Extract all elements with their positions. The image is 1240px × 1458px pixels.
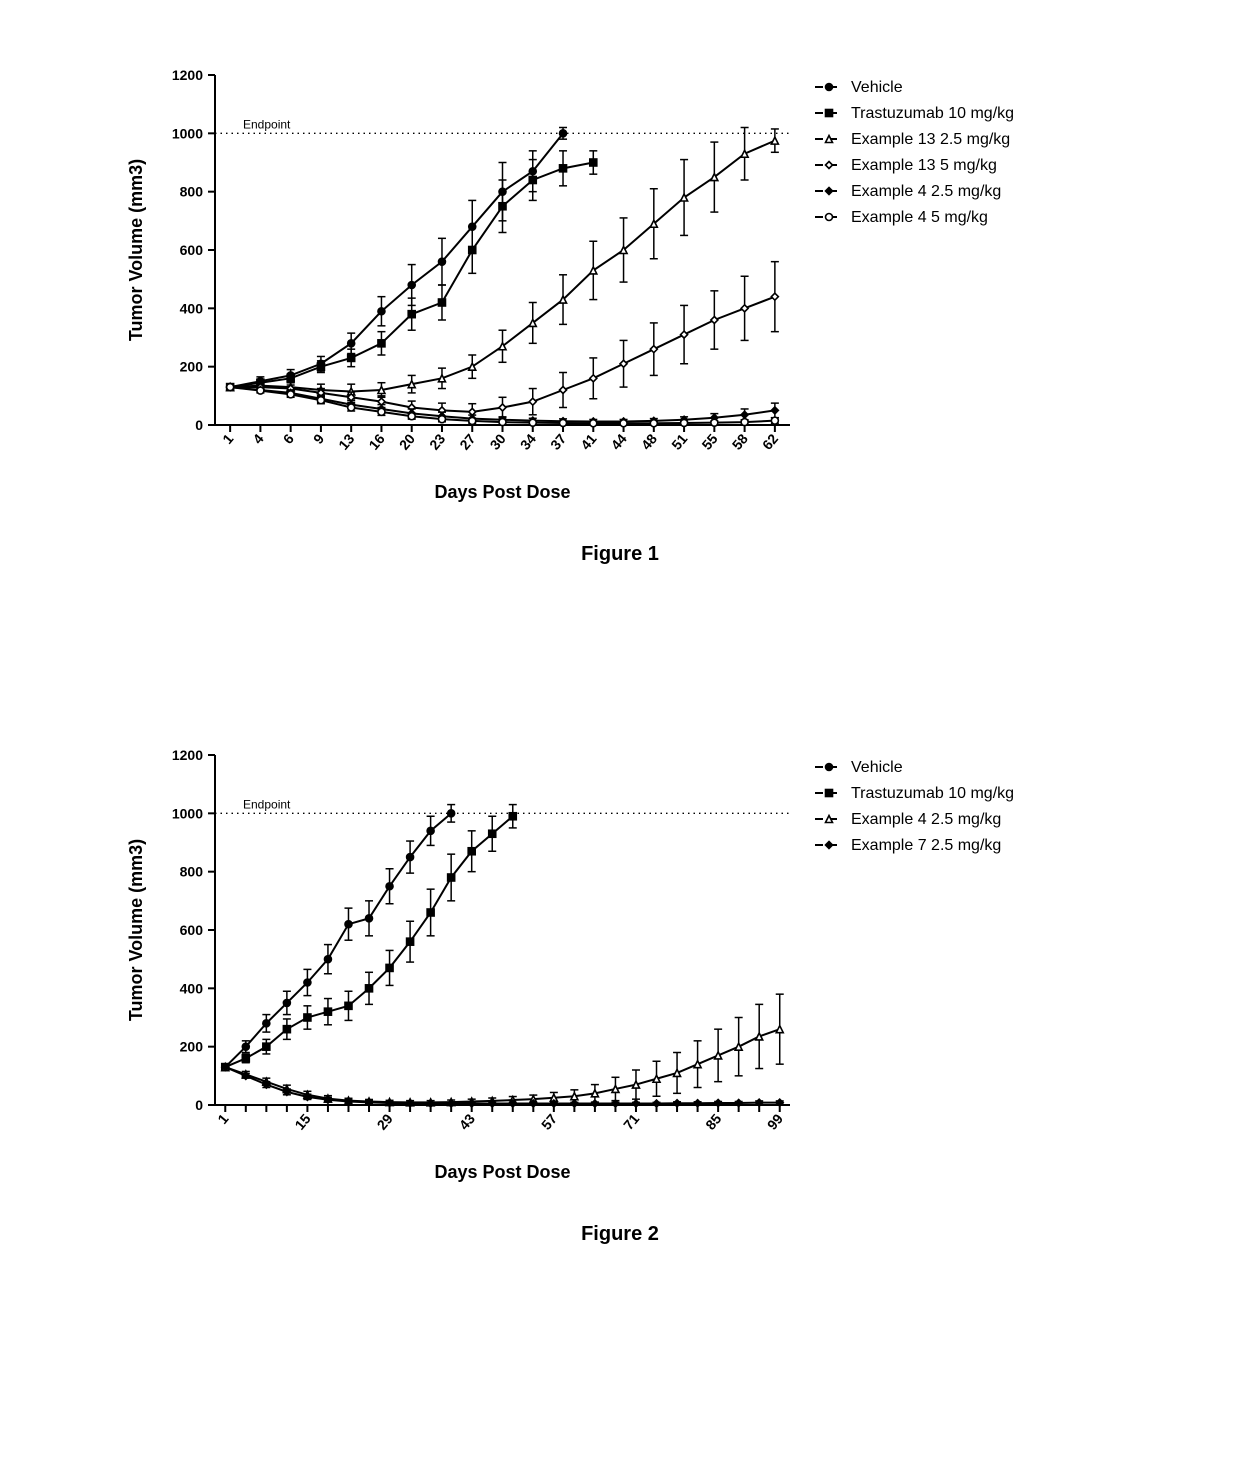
svg-text:Example 13 2.5 mg/kg: Example 13 2.5 mg/kg xyxy=(851,131,1010,148)
svg-text:16: 16 xyxy=(365,430,387,452)
svg-text:Trastuzumab 10 mg/kg: Trastuzumab 10 mg/kg xyxy=(851,105,1014,122)
svg-text:Example 7 2.5 mg/kg: Example 7 2.5 mg/kg xyxy=(851,837,1001,854)
svg-text:1200: 1200 xyxy=(172,67,203,83)
svg-text:20: 20 xyxy=(396,430,418,452)
svg-text:Days Post Dose: Days Post Dose xyxy=(434,482,570,502)
svg-text:Tumor Volume (mm3): Tumor Volume (mm3) xyxy=(126,839,146,1021)
svg-text:23: 23 xyxy=(426,430,448,452)
chart-1: Endpoint 0 200 400 600 800 1000 1200 1469 13 16 20 2… xyxy=(120,60,1120,510)
svg-text:99: 99 xyxy=(764,1110,786,1132)
svg-text:Vehicle: Vehicle xyxy=(851,79,903,96)
svg-text:Example 13 5 mg/kg: Example 13 5 mg/kg xyxy=(851,157,997,174)
svg-text:62: 62 xyxy=(759,430,781,452)
svg-text:Example 4 2.5 mg/kg: Example 4 2.5 mg/kg xyxy=(851,811,1001,828)
svg-text:57: 57 xyxy=(538,1110,560,1132)
svg-text:600: 600 xyxy=(180,922,204,938)
svg-text:0: 0 xyxy=(195,417,203,433)
svg-text:Example 4 5 mg/kg: Example 4 5 mg/kg xyxy=(851,209,988,226)
svg-text:43: 43 xyxy=(456,1110,478,1132)
svg-text:600: 600 xyxy=(180,242,204,258)
chart-2: Endpoint 0 200 400 600 800 1000 1200 1 15 29 43 57 71… xyxy=(120,740,1120,1190)
svg-text:1000: 1000 xyxy=(172,125,203,141)
svg-text:1: 1 xyxy=(219,430,236,446)
svg-text:200: 200 xyxy=(180,359,204,375)
svg-text:30: 30 xyxy=(487,430,509,452)
svg-text:71: 71 xyxy=(620,1110,642,1132)
svg-text:15: 15 xyxy=(291,1110,313,1132)
figure-2-caption: Figure 2 xyxy=(120,1223,1120,1246)
svg-text:Endpoint: Endpoint xyxy=(243,117,291,131)
svg-text:6: 6 xyxy=(280,430,297,446)
svg-text:51: 51 xyxy=(668,430,690,452)
svg-text:34: 34 xyxy=(517,430,539,452)
svg-text:400: 400 xyxy=(180,980,204,996)
svg-text:Endpoint: Endpoint xyxy=(243,797,291,811)
svg-text:200: 200 xyxy=(180,1039,204,1055)
svg-text:400: 400 xyxy=(180,300,204,316)
svg-text:Days Post Dose: Days Post Dose xyxy=(434,1162,570,1182)
svg-text:1000: 1000 xyxy=(172,805,203,821)
svg-text:800: 800 xyxy=(180,184,204,200)
figure-2: Endpoint 0 200 400 600 800 1000 1200 1 15 29 43 57 71… xyxy=(120,740,1120,1246)
svg-text:800: 800 xyxy=(180,864,204,880)
svg-text:37: 37 xyxy=(547,430,569,452)
svg-text:55: 55 xyxy=(698,430,720,452)
svg-text:9: 9 xyxy=(310,430,327,446)
svg-text:27: 27 xyxy=(456,430,478,452)
svg-text:1200: 1200 xyxy=(172,747,203,763)
svg-text:44: 44 xyxy=(608,430,630,452)
svg-text:41: 41 xyxy=(577,430,599,452)
svg-text:0: 0 xyxy=(195,1097,203,1113)
svg-text:Vehicle: Vehicle xyxy=(851,759,903,776)
svg-text:Trastuzumab 10 mg/kg: Trastuzumab 10 mg/kg xyxy=(851,785,1014,802)
svg-text:58: 58 xyxy=(729,430,751,452)
svg-text:48: 48 xyxy=(638,430,660,452)
svg-text:Example 4 2.5 mg/kg: Example 4 2.5 mg/kg xyxy=(851,183,1001,200)
svg-text:29: 29 xyxy=(374,1110,396,1132)
svg-text:13: 13 xyxy=(335,430,357,452)
figure-1: Endpoint 0 200 400 600 800 1000 1200 1469 13 16 20 2… xyxy=(120,60,1120,566)
figure-1-caption: Figure 1 xyxy=(120,543,1120,566)
svg-text:4: 4 xyxy=(249,430,266,446)
svg-text:Tumor Volume (mm3): Tumor Volume (mm3) xyxy=(126,159,146,341)
svg-text:85: 85 xyxy=(702,1110,724,1132)
svg-text:1: 1 xyxy=(214,1110,231,1126)
